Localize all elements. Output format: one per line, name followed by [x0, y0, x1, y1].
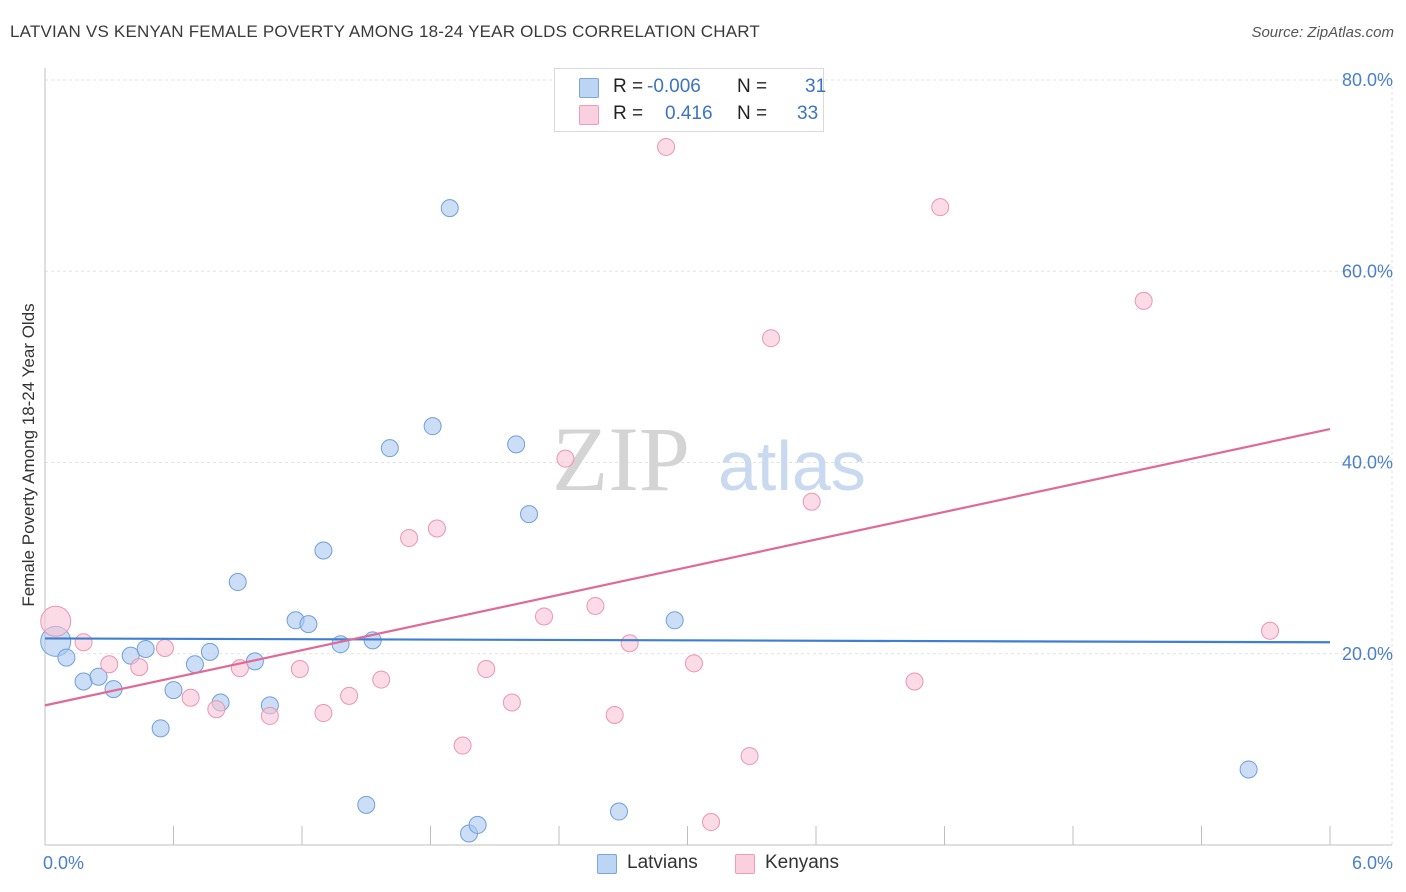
legend-r-value: -0.006: [647, 76, 701, 97]
legend-r-label: R =: [613, 76, 644, 97]
latvians-point-28: [609, 802, 628, 821]
latvians-point-1: [57, 648, 76, 667]
kenyans-point-25: [702, 813, 721, 832]
kenyans-point-32: [1261, 621, 1280, 640]
legend-n-label: N =: [737, 103, 768, 124]
x-tick-label-max: 6.0%: [1352, 853, 1393, 873]
latvians-trend-line: [44, 637, 1331, 644]
bottom-legend-swatch-kenyans: [735, 854, 755, 874]
latvians-point-12: [228, 573, 247, 592]
bottom-legend-label-kenyans: Kenyans: [765, 852, 839, 873]
series-kenyans-points: [40, 137, 1280, 832]
kenyans-point-26: [740, 747, 759, 766]
kenyans-trend-line: [44, 427, 1331, 707]
kenyans-point-2: [100, 655, 119, 674]
latvians-point-7: [151, 719, 170, 738]
x-tick-labels: 0.0% 6.0%: [43, 853, 1393, 873]
latvians-point-27: [520, 505, 539, 524]
latvians-point-16: [299, 615, 318, 634]
y-axis-label: Female Poverty Among 18-24 Year Olds: [19, 303, 38, 606]
latvians-point-23: [440, 199, 459, 218]
kenyans-point-0: [40, 605, 72, 637]
kenyans-point-23: [657, 137, 676, 156]
latvians-point-10: [200, 642, 219, 661]
kenyans-point-3: [130, 658, 149, 677]
kenyans-point-27: [762, 329, 781, 348]
y-tick-label-0: 20.0%: [1342, 644, 1393, 664]
kenyans-point-8: [260, 706, 279, 725]
trend-lines: [44, 427, 1331, 707]
watermark-zip: ZIP: [552, 408, 690, 510]
kenyans-point-16: [477, 660, 496, 679]
grid-lines: [45, 79, 1393, 845]
latvians-point-17: [314, 541, 333, 560]
kenyans-point-6: [207, 700, 226, 719]
latvians-point-26: [507, 435, 526, 454]
y-tick-label-3: 80.0%: [1342, 70, 1393, 90]
kenyans-point-17: [502, 693, 521, 712]
latvians-point-25: [468, 815, 487, 834]
source-credit: Source: ZipAtlas.com: [1251, 24, 1394, 41]
series-latvians-points: [40, 199, 1258, 843]
stats-legend: R = -0.006 N = 31 R = 0.416 N = 33: [554, 68, 827, 132]
kenyans-point-5: [181, 688, 200, 707]
kenyans-point-31: [1134, 291, 1153, 310]
latvians-point-21: [380, 439, 399, 458]
legend-n-value: 31: [805, 76, 827, 97]
latvians-point-6: [136, 639, 155, 658]
kenyans-point-9: [290, 660, 309, 679]
kenyans-point-29: [905, 672, 924, 691]
bottom-legend-label-latvians: Latvians: [627, 852, 698, 873]
watermark: ZIP atlas: [552, 408, 866, 510]
chart-title: LATVIAN VS KENYAN FEMALE POVERTY AMONG 1…: [10, 22, 761, 41]
kenyans-point-30: [931, 198, 950, 217]
kenyans-point-14: [427, 519, 446, 538]
kenyans-point-28: [802, 492, 821, 511]
legend-swatch-kenyans: [579, 105, 599, 125]
kenyans-point-11: [340, 686, 359, 705]
kenyans-point-18: [535, 607, 554, 626]
latvians-point-29: [665, 611, 684, 630]
kenyans-point-4: [155, 639, 174, 658]
y-tick-label-2: 60.0%: [1342, 261, 1393, 281]
kenyans-point-24: [684, 654, 703, 673]
legend-r-value: 0.416: [665, 103, 713, 124]
legend-r-label: R =: [613, 103, 644, 124]
legend-n-value: 33: [797, 103, 819, 124]
latvians-point-22: [423, 417, 442, 436]
kenyans-point-13: [400, 529, 419, 548]
y-tick-label-1: 40.0%: [1342, 453, 1393, 473]
latvians-point-2: [74, 672, 93, 691]
bottom-legend-swatch-latvians: [597, 854, 617, 874]
legend-n-label: N =: [737, 76, 768, 97]
kenyans-point-21: [605, 705, 624, 724]
kenyans-point-15: [453, 736, 472, 755]
latvians-point-8: [164, 681, 183, 700]
kenyans-point-22: [620, 634, 639, 653]
y-tick-labels: 20.0% 40.0% 60.0% 80.0%: [1342, 70, 1393, 664]
kenyans-point-10: [314, 704, 333, 723]
watermark-atlas: atlas: [718, 427, 866, 505]
x-tick-label-min: 0.0%: [43, 853, 84, 873]
latvians-point-30: [1239, 760, 1258, 779]
latvians-point-19: [357, 795, 376, 814]
kenyans-point-20: [586, 596, 605, 615]
legend-swatch-latvians: [579, 78, 599, 98]
kenyans-point-19: [556, 449, 575, 468]
latvians-point-9: [185, 655, 204, 674]
kenyans-point-1: [74, 633, 93, 652]
latvians-point-3: [89, 667, 108, 686]
axes: [44, 68, 1392, 846]
kenyans-point-12: [372, 670, 391, 689]
